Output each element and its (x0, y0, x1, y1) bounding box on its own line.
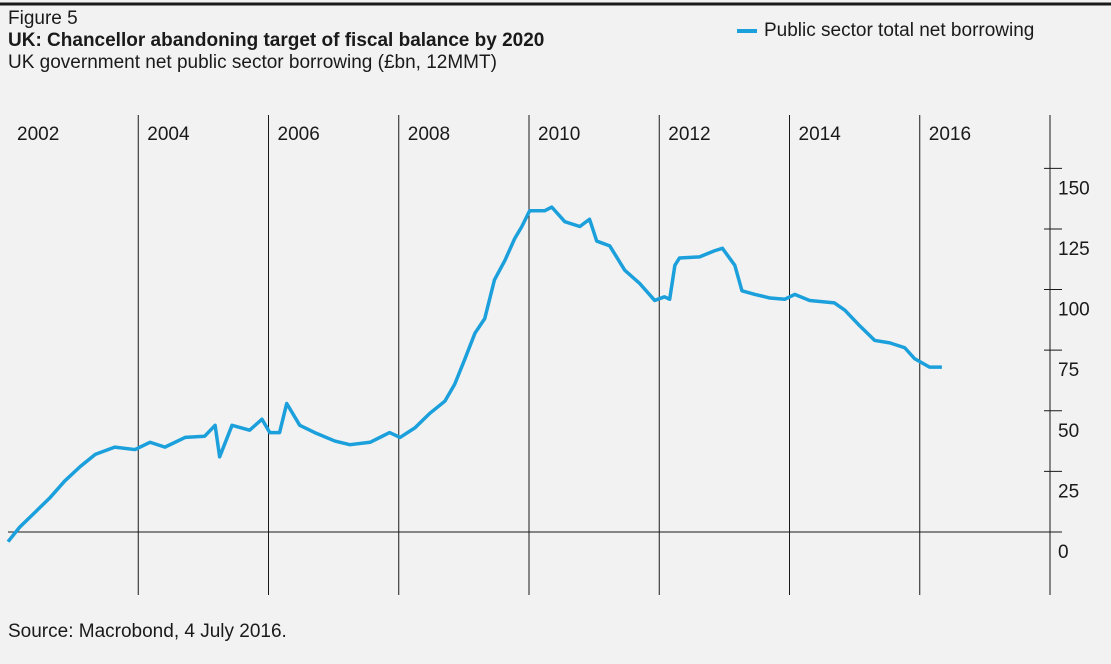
chart-title: UK: Chancellor abandoning target of fisc… (8, 30, 544, 51)
x-tick-label: 2010 (538, 124, 580, 145)
y-tick-label: 150 (1058, 178, 1090, 199)
x-tick-label: 2012 (668, 124, 710, 145)
y-tick-label: 75 (1058, 360, 1079, 381)
figure-label: Figure 5 (8, 8, 78, 29)
x-tick-label: 2004 (147, 124, 190, 145)
legend-label: Public sector total net borrowing (764, 20, 1034, 41)
x-tick-label: 2002 (17, 124, 59, 145)
x-tick-label: 2014 (799, 124, 842, 145)
x-tick-label: 2016 (929, 124, 971, 145)
y-tick-label: 50 (1058, 421, 1079, 442)
x-tick-label: 2008 (408, 124, 450, 145)
y-tick-label: 25 (1058, 481, 1079, 502)
chart-subtitle: UK government net public sector borrowin… (8, 52, 497, 73)
x-tick-label: 2006 (278, 124, 320, 145)
y-tick-label: 125 (1058, 239, 1090, 260)
y-tick-label: 100 (1058, 300, 1090, 321)
y-tick-label: 0 (1058, 542, 1069, 563)
data-line (6, 205, 942, 543)
source: Source: Macrobond, 4 July 2016. (8, 621, 287, 642)
